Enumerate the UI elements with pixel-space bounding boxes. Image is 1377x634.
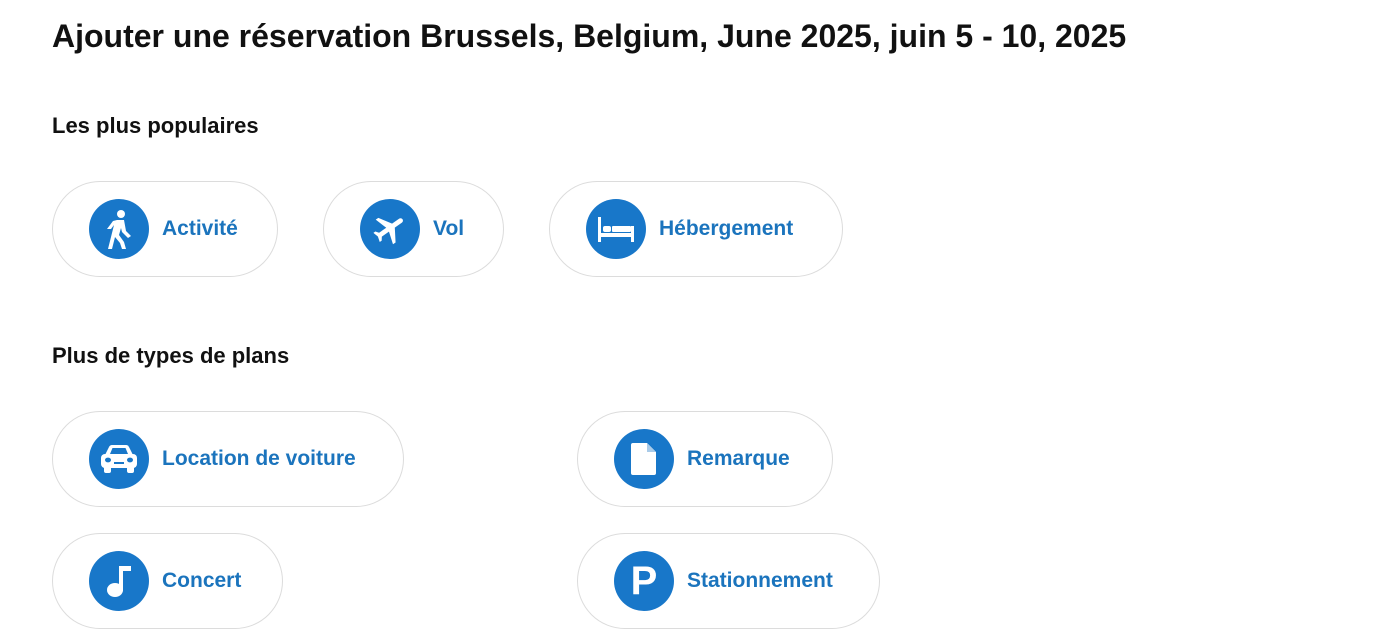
concert-label: Concert [162, 569, 242, 592]
activity-label: Activité [162, 217, 238, 240]
bed-icon [586, 199, 646, 259]
flight-label: Vol [433, 217, 465, 240]
car-rental-label: Location de voiture [162, 447, 356, 470]
document-icon [614, 429, 674, 489]
car-rental-button[interactable]: Location de voiture [52, 411, 404, 507]
note-button[interactable]: Remarque [577, 411, 833, 507]
flight-button[interactable]: Vol [323, 181, 504, 277]
concert-button[interactable]: Concert [52, 533, 283, 629]
parking-button[interactable]: P Stationnement [577, 533, 880, 629]
parking-label: Stationnement [687, 569, 833, 592]
note-label: Remarque [687, 447, 790, 470]
car-icon [89, 429, 149, 489]
walking-person-icon [89, 199, 149, 259]
music-note-icon [89, 551, 149, 611]
popular-section-heading: Les plus populaires [52, 113, 259, 138]
more-section-heading: Plus de types de plans [52, 343, 290, 368]
airplane-icon [360, 199, 420, 259]
lodging-button[interactable]: Hébergement [549, 181, 843, 277]
activity-button[interactable]: Activité [52, 181, 278, 277]
parking-icon: P [614, 551, 674, 611]
lodging-label: Hébergement [659, 217, 794, 240]
page-title: Ajouter une réservation Brussels, Belgiu… [52, 18, 1127, 54]
svg-text:P: P [631, 559, 658, 603]
